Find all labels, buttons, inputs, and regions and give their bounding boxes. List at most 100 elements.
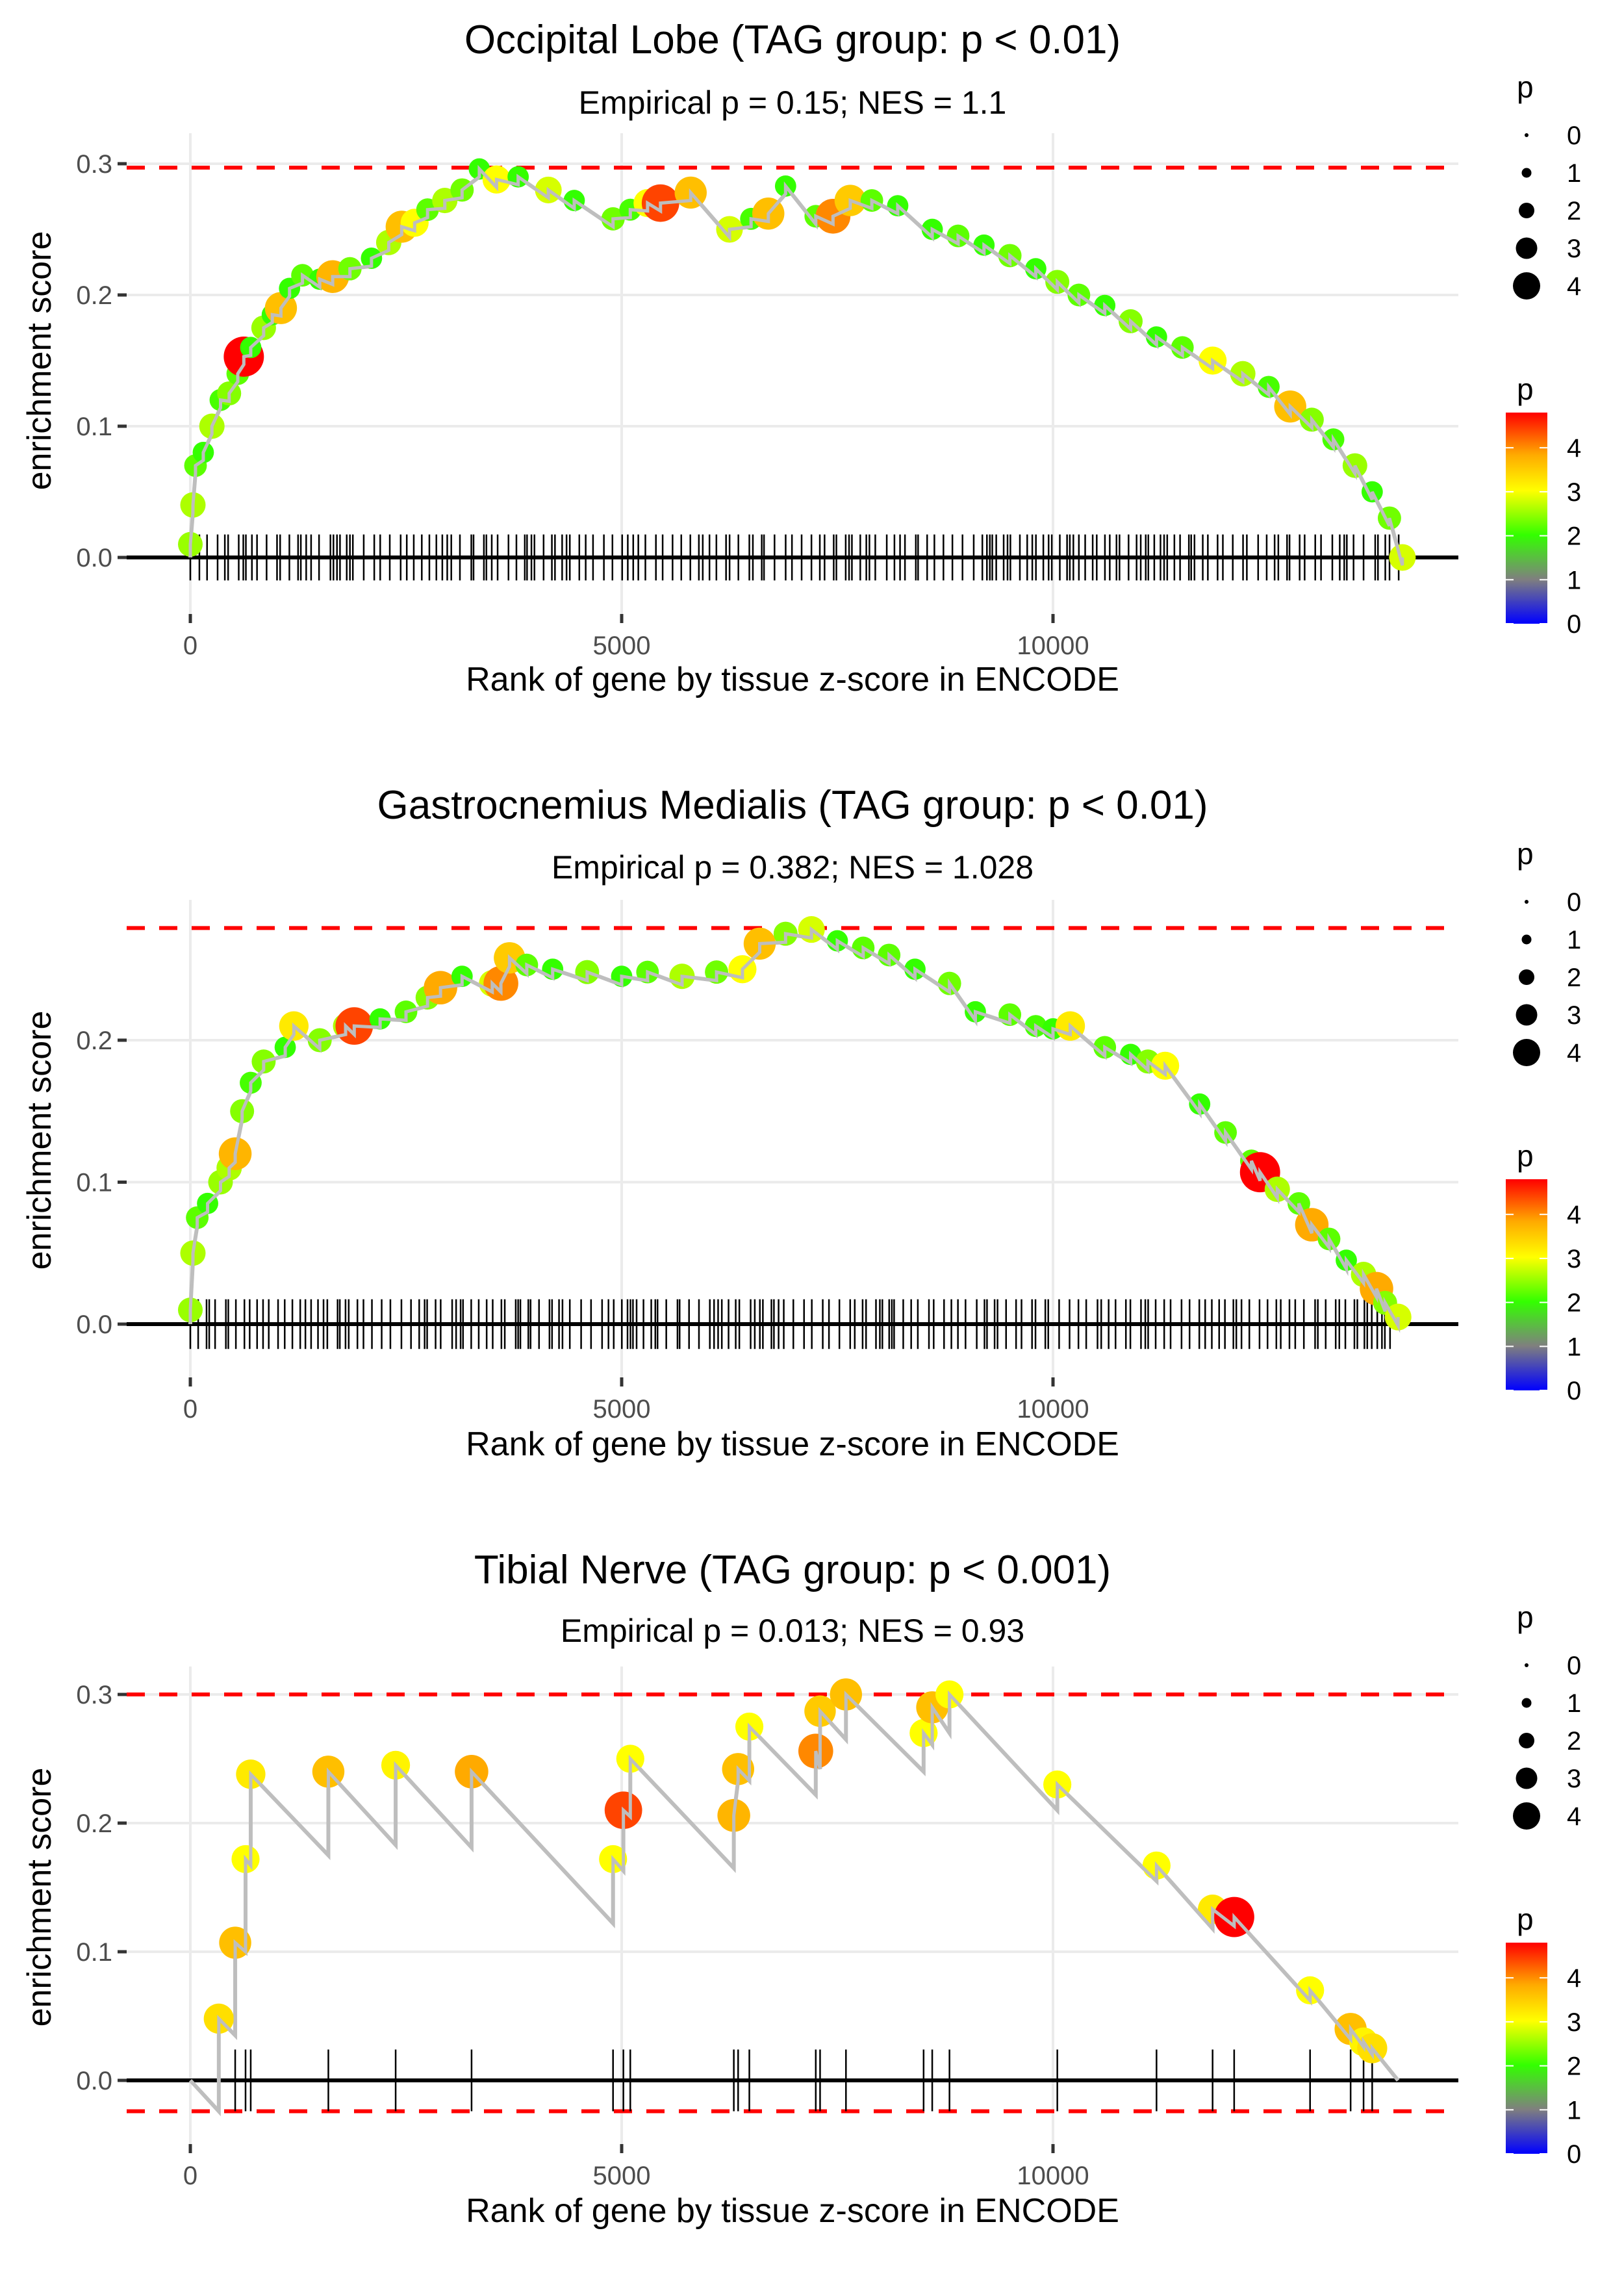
- size-legend-label: 0: [1567, 121, 1581, 150]
- color-legend-title: p: [1517, 1139, 1534, 1173]
- running-enrichment-line-overlay: [188, 926, 1400, 1332]
- size-legend-key: [1516, 1767, 1538, 1789]
- size-legend-label: 3: [1567, 1001, 1581, 1030]
- size-legend-label: 3: [1567, 235, 1581, 263]
- legend-group: p 0 1 2 3 4 p 4 3 2 1 0: [1506, 1600, 1581, 2169]
- size-legend-key: [1513, 1802, 1540, 1830]
- y-tick-label: 0.3: [76, 150, 112, 179]
- x-tick-label: 10000: [1017, 2162, 1089, 2190]
- panel-tibial-nerve: Tibial Nerve (TAG group: p < 0.001) Empi…: [21, 1548, 1458, 2230]
- y-tick-label: 0.2: [76, 1809, 112, 1838]
- size-legend-key: [1513, 1039, 1540, 1066]
- color-legend-label: 0: [1567, 2140, 1581, 2169]
- color-legend-title: p: [1517, 372, 1534, 406]
- color-legend-label: 3: [1567, 478, 1581, 507]
- size-legend-key: [1525, 900, 1529, 904]
- x-axis-label: Rank of gene by tissue z-score in ENCODE: [466, 661, 1119, 698]
- size-legend-label: 0: [1567, 888, 1581, 917]
- color-legend-label: 3: [1567, 2008, 1581, 2037]
- y-axis-label: enrichment score: [21, 231, 58, 491]
- size-legend-key: [1516, 237, 1538, 259]
- size-legend-key: [1519, 203, 1534, 218]
- chart-title: Tibial Nerve (TAG group: p < 0.001): [474, 1548, 1111, 1592]
- size-legend-key: [1525, 1663, 1529, 1667]
- color-legend-label: 2: [1567, 1289, 1581, 1318]
- panel-gastrocnemius-medialis: Gastrocnemius Medialis (TAG group: p < 0…: [21, 783, 1458, 1463]
- size-legend-label: 1: [1567, 1689, 1581, 1718]
- color-legend-label: 3: [1567, 1245, 1581, 1273]
- chart-title: Gastrocnemius Medialis (TAG group: p < 0…: [377, 783, 1208, 828]
- x-tick-label: 0: [183, 632, 197, 660]
- colorbar: [1506, 413, 1547, 624]
- color-legend-label: 4: [1567, 434, 1581, 463]
- size-legend-label: 1: [1567, 159, 1581, 188]
- color-legend-label: 2: [1567, 2052, 1581, 2081]
- size-legend-label: 0: [1567, 1652, 1581, 1680]
- colorbar: [1506, 1943, 1547, 2154]
- y-axis-label: enrichment score: [21, 1768, 58, 2027]
- size-legend-label: 4: [1567, 1039, 1581, 1067]
- y-tick-label: 0.1: [76, 1169, 112, 1197]
- y-tick-label: 0.1: [76, 413, 112, 441]
- running-enrichment-line-overlay: [189, 1690, 1400, 2115]
- y-tick-label: 0.0: [76, 1310, 112, 1339]
- size-legend-title: p: [1517, 1600, 1534, 1634]
- size-legend-label: 4: [1567, 1802, 1581, 1831]
- legends: p 0 1 2 3 4 p 4 3 2 1 0 p 0 1 2 3 4 p 4 3 2 1 0 p 0 1 2 3 4 p 4 3 2 1 0: [1506, 70, 1581, 2169]
- size-legend-label: 2: [1567, 1727, 1581, 1756]
- x-tick-label: 5000: [593, 2162, 651, 2190]
- legend-group: p 0 1 2 3 4 p 4 3 2 1 0: [1506, 70, 1581, 639]
- colorbar: [1506, 1179, 1547, 1390]
- x-tick-label: 5000: [593, 632, 651, 660]
- size-legend-key: [1519, 1733, 1534, 1748]
- y-tick-label: 0.0: [76, 544, 112, 572]
- legend-group: p 0 1 2 3 4 p 4 3 2 1 0: [1506, 837, 1581, 1405]
- x-tick-label: 0: [183, 1395, 197, 1424]
- color-legend-label: 1: [1567, 2096, 1581, 2125]
- chart-subtitle: Empirical p = 0.013; NES = 0.93: [561, 1613, 1024, 1649]
- color-legend-label: 2: [1567, 522, 1581, 551]
- plot-area: 0.0 0.1 0.2 0 5000 10000: [76, 900, 1458, 1424]
- size-legend-key: [1516, 1004, 1538, 1026]
- plot-area: 0.0 0.1 0.2 0.3 0 5000 10000: [76, 1667, 1458, 2190]
- x-tick-label: 10000: [1017, 632, 1089, 660]
- color-legend-label: 0: [1567, 1377, 1581, 1405]
- color-legend-label: 1: [1567, 1333, 1581, 1361]
- chart-subtitle: Empirical p = 0.15; NES = 1.1: [579, 84, 1007, 121]
- size-legend-label: 3: [1567, 1765, 1581, 1793]
- size-legend-key: [1513, 272, 1540, 300]
- y-tick-label: 0.0: [76, 2067, 112, 2095]
- size-legend-key: [1519, 969, 1534, 985]
- color-legend-title: p: [1517, 1902, 1534, 1936]
- size-legend-key: [1521, 168, 1532, 178]
- y-axis-label: enrichment score: [21, 1011, 58, 1270]
- plot-area: 0.0 0.1 0.2 0.3 0 5000 10000: [76, 133, 1458, 660]
- color-legend-label: 4: [1567, 1964, 1581, 1993]
- chart-title: Occipital Lobe (TAG group: p < 0.01): [464, 18, 1121, 62]
- size-legend-title: p: [1517, 837, 1534, 871]
- color-legend-label: 4: [1567, 1201, 1581, 1229]
- y-tick-label: 0.3: [76, 1681, 112, 1709]
- size-legend-key: [1525, 133, 1529, 137]
- x-tick-label: 10000: [1017, 1395, 1089, 1424]
- color-legend-label: 0: [1567, 610, 1581, 639]
- y-tick-label: 0.2: [76, 1027, 112, 1055]
- y-tick-label: 0.2: [76, 281, 112, 310]
- size-legend-label: 1: [1567, 926, 1581, 954]
- size-legend-title: p: [1517, 70, 1534, 104]
- y-tick-label: 0.1: [76, 1938, 112, 1967]
- running-enrichment-line-overlay: [188, 164, 1404, 566]
- size-legend-label: 2: [1567, 964, 1581, 992]
- size-legend-key: [1521, 1698, 1532, 1708]
- x-axis-label: Rank of gene by tissue z-score in ENCODE: [466, 1425, 1119, 1463]
- chart-subtitle: Empirical p = 0.382; NES = 1.028: [552, 849, 1034, 886]
- size-legend-label: 4: [1567, 272, 1581, 301]
- size-legend-label: 2: [1567, 197, 1581, 225]
- x-axis-label: Rank of gene by tissue z-score in ENCODE: [466, 2192, 1119, 2230]
- panel-occipital-lobe: Occipital Lobe (TAG group: p < 0.01) Emp…: [21, 18, 1458, 698]
- size-legend-key: [1521, 934, 1532, 945]
- color-legend-label: 1: [1567, 566, 1581, 594]
- x-tick-label: 0: [183, 2162, 197, 2190]
- x-tick-label: 5000: [593, 1395, 651, 1424]
